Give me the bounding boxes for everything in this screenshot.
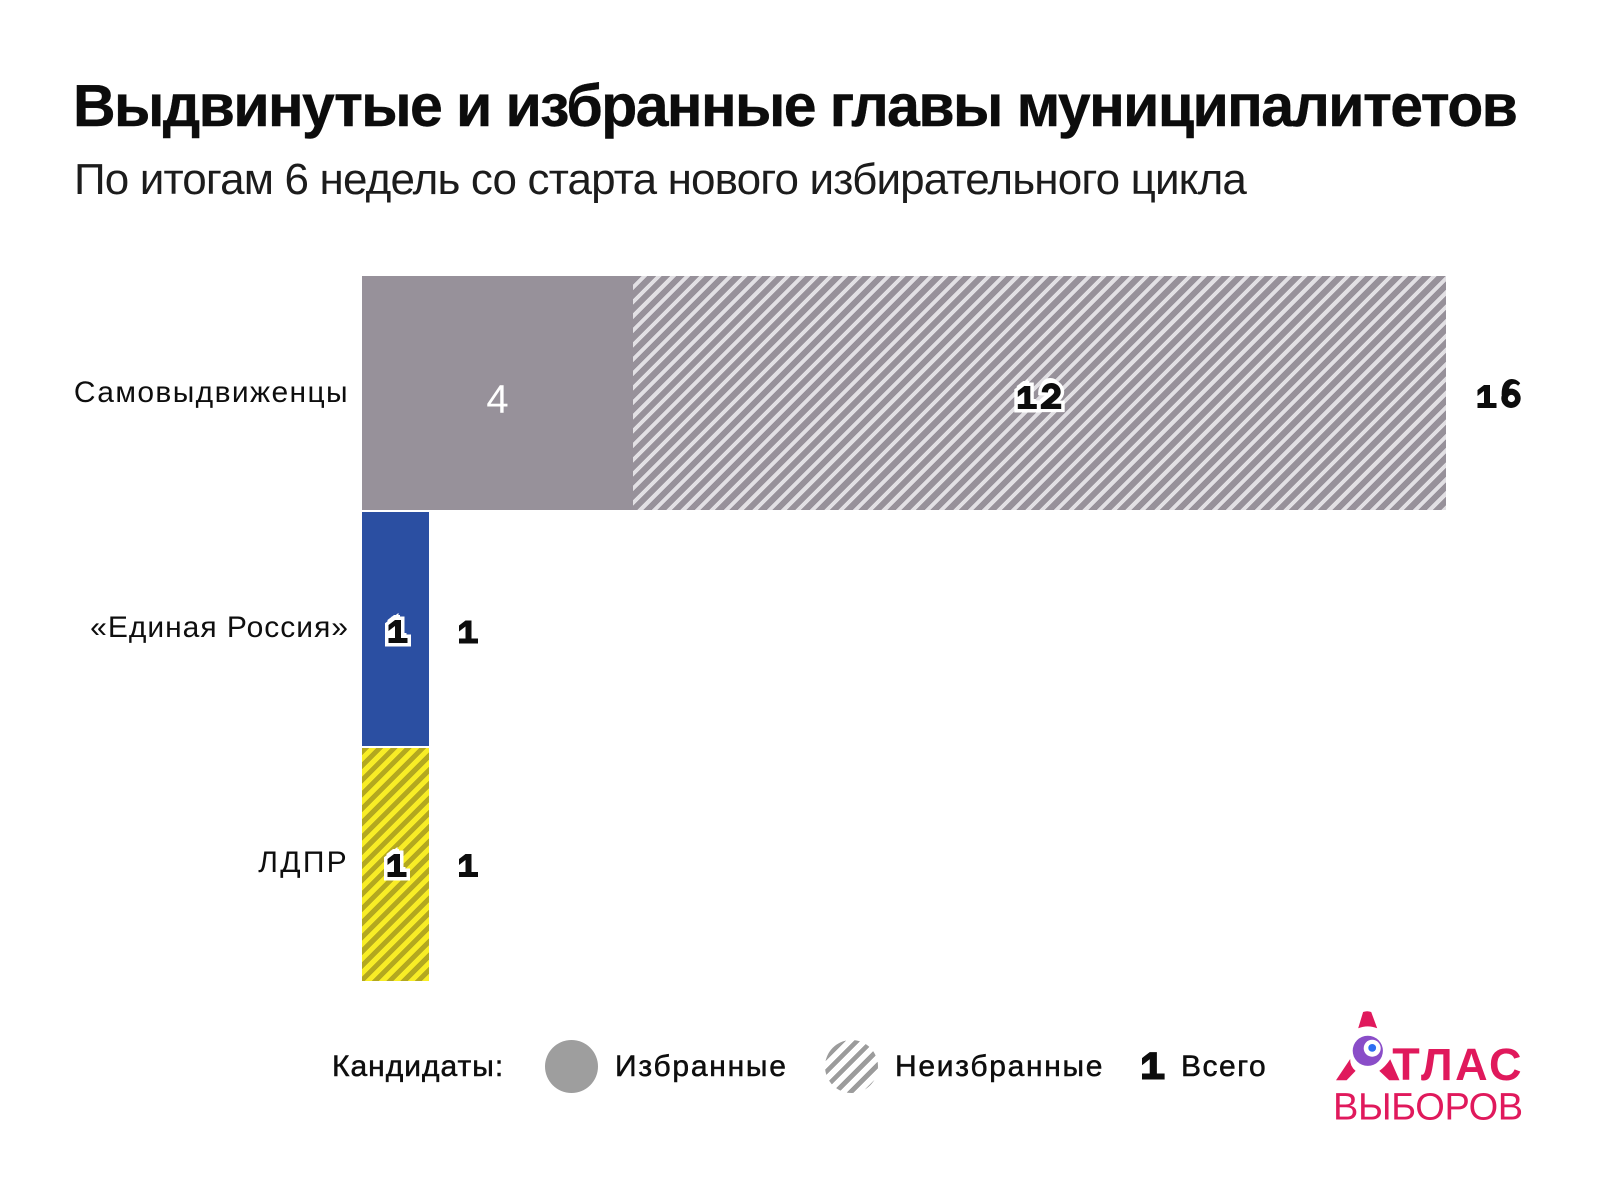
svg-text:4: 4	[486, 378, 508, 422]
svg-text:ТЛАС: ТЛАС	[1392, 1039, 1524, 1090]
svg-text:ВЫБОРОВ: ВЫБОРОВ	[1333, 1087, 1523, 1129]
